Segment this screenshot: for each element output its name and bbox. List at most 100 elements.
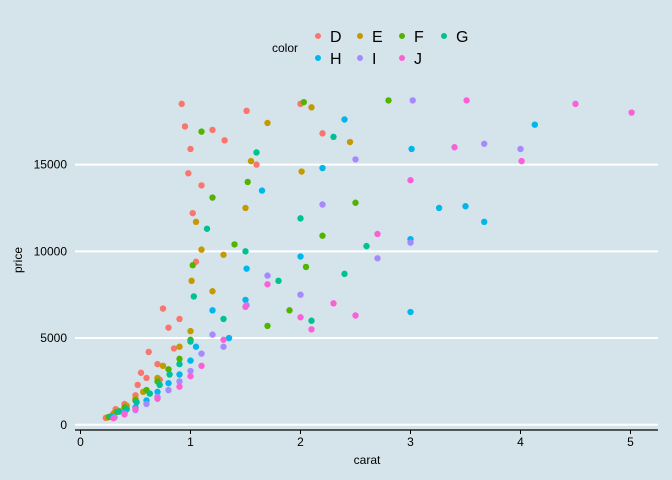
point-J <box>154 395 161 402</box>
x-tick-label: 2 <box>297 435 304 449</box>
point-D <box>221 137 228 144</box>
point-F <box>198 128 205 135</box>
point-J <box>121 411 128 418</box>
point-G <box>220 315 227 323</box>
legend-key-E <box>357 33 363 39</box>
point-F <box>189 262 196 269</box>
point-F <box>300 98 307 106</box>
point-J <box>572 100 579 108</box>
point-J <box>463 97 470 104</box>
point-E <box>298 168 305 175</box>
point-G <box>297 215 304 222</box>
legend: color D E F G H I J <box>272 29 468 68</box>
point-I <box>319 201 326 208</box>
point-J <box>451 144 458 151</box>
point-J <box>352 312 359 319</box>
point-D <box>165 324 172 331</box>
point-H <box>407 308 414 316</box>
point-G <box>308 317 315 324</box>
point-G <box>363 242 370 250</box>
y-axis-title: price <box>11 247 25 273</box>
point-I <box>481 140 488 147</box>
point-D <box>159 305 167 312</box>
point-G <box>176 360 183 368</box>
point-G <box>133 399 140 406</box>
legend-key-J <box>399 55 405 61</box>
point-D <box>178 100 185 108</box>
point-J <box>220 336 227 343</box>
point-D <box>181 123 189 130</box>
point-I <box>165 386 172 394</box>
point-E <box>346 138 354 146</box>
point-G <box>253 149 260 156</box>
point-F <box>302 263 310 271</box>
point-I <box>517 145 524 153</box>
point-I <box>143 400 150 408</box>
point-H <box>435 204 443 212</box>
point-E <box>192 218 200 226</box>
point-H <box>258 187 266 194</box>
point-F <box>385 97 392 104</box>
point-D <box>143 374 150 382</box>
x-tick-label: 1 <box>187 435 194 449</box>
point-D <box>253 161 260 168</box>
x-ticks: 0 1 2 3 4 5 <box>77 430 634 449</box>
point-F <box>286 307 293 314</box>
point-E <box>209 288 216 295</box>
point-J <box>297 314 304 321</box>
axes: 0 1 2 3 4 5 0 5000 10000 15000 <box>34 158 658 449</box>
point-I <box>409 97 416 104</box>
legend-label-F: F <box>414 29 424 46</box>
legend-key-H <box>315 55 321 61</box>
point-D <box>198 182 205 189</box>
point-G <box>203 225 211 232</box>
point-D <box>189 209 196 217</box>
point-J <box>176 383 183 390</box>
x-axis-title: carat <box>354 453 381 467</box>
point-H <box>408 145 415 153</box>
point-H <box>297 253 304 260</box>
point-J <box>308 326 315 333</box>
y-tick-label: 5000 <box>40 331 67 345</box>
point-J <box>132 405 139 413</box>
point-I <box>220 343 227 350</box>
point-E <box>188 277 195 285</box>
point-G <box>341 270 348 278</box>
legend-key-I <box>357 55 363 61</box>
point-G <box>115 408 123 415</box>
legend-label-H: H <box>330 51 342 68</box>
point-E <box>220 251 227 258</box>
point-J <box>242 303 249 311</box>
point-J <box>407 177 414 184</box>
point-H <box>225 334 233 342</box>
point-D <box>176 315 183 323</box>
x-tick-label: 5 <box>627 435 634 449</box>
point-H <box>242 296 249 304</box>
point-F <box>165 366 172 373</box>
point-D <box>137 369 145 376</box>
data-points <box>102 97 635 422</box>
point-G <box>275 277 282 285</box>
point-H <box>319 164 326 172</box>
point-E <box>198 246 205 253</box>
point-I <box>176 378 183 385</box>
point-F <box>244 178 251 186</box>
point-J <box>110 415 117 422</box>
point-H <box>243 265 250 272</box>
point-G <box>242 248 249 255</box>
point-J <box>374 230 381 238</box>
point-F <box>231 241 238 248</box>
point-H <box>176 371 183 378</box>
point-E <box>187 327 194 335</box>
legend-key-D <box>315 33 321 39</box>
y-ticks: 0 5000 10000 15000 <box>34 158 68 432</box>
point-G <box>166 371 173 378</box>
point-E <box>308 104 315 111</box>
x-tick-label: 4 <box>517 435 524 449</box>
point-D <box>134 381 141 389</box>
point-E <box>242 204 249 212</box>
point-G <box>190 293 197 300</box>
legend-label-J: J <box>414 51 422 68</box>
